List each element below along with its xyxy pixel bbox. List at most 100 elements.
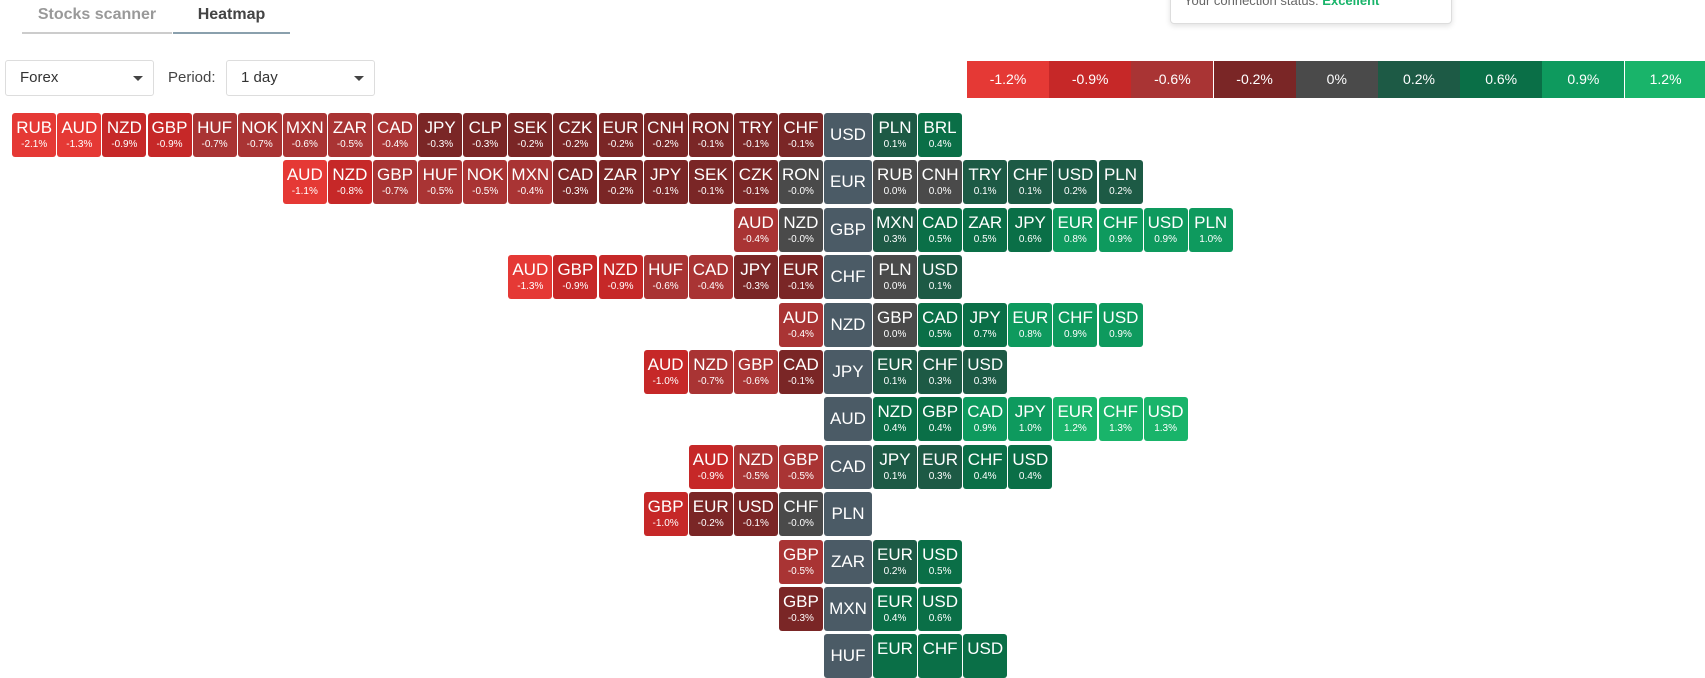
currency-cell[interactable]: CAD 0.5% [918,302,963,347]
base-currency[interactable]: ZAR [824,539,872,584]
currency-cell[interactable]: GBP 0.4% [918,397,963,442]
currency-cell[interactable]: NOK -0.7% [237,113,282,157]
currency-cell[interactable]: RON -0.1% [688,113,733,157]
currency-cell[interactable]: CHF 0.4% [963,444,1008,489]
base-currency[interactable]: USD [824,113,872,157]
currency-cell[interactable]: USD 1.3% [1143,397,1188,442]
base-currency[interactable]: CAD [824,444,872,489]
currency-cell[interactable]: CAD -0.3% [553,160,598,205]
currency-cell[interactable]: GBP -1.0% [643,492,688,537]
currency-cell[interactable]: CHF 0.9% [1053,302,1098,347]
currency-cell[interactable]: GBP -0.6% [733,350,778,394]
currency-cell[interactable]: CHF 1.3% [1098,397,1143,442]
currency-cell[interactable]: AUD -0.4% [733,207,778,252]
tab[interactable]: Heatmap [173,6,290,34]
currency-cell[interactable]: JPY -0.3% [733,255,778,300]
currency-cell[interactable]: NZD -0.5% [733,444,778,489]
currency-cell[interactable]: SEK -0.2% [508,113,553,157]
currency-cell[interactable]: EUR 0.8% [1053,207,1098,252]
currency-cell[interactable]: SEK -0.1% [688,160,733,205]
currency-cell[interactable]: NZD -0.7% [688,350,733,394]
currency-cell[interactable]: RUB -2.1% [12,113,57,157]
currency-cell[interactable]: NZD -0.8% [327,160,372,205]
currency-cell[interactable]: CHF 0.9% [1098,207,1143,252]
currency-cell[interactable]: AUD -1.0% [643,350,688,394]
currency-cell[interactable]: USD [963,634,1008,678]
currency-cell[interactable]: PLN 0.2% [1098,160,1143,205]
currency-cell[interactable]: USD 0.6% [918,587,963,631]
currency-cell[interactable]: HUF -0.5% [418,160,463,205]
currency-cell[interactable]: GBP 0.0% [873,302,917,347]
period-select[interactable]: 1 day [226,60,375,96]
currency-cell[interactable]: RUB 0.0% [873,160,917,205]
base-currency[interactable]: AUD [824,397,872,442]
currency-cell[interactable]: NOK -0.5% [463,160,508,205]
base-currency[interactable]: HUF [824,634,872,678]
currency-cell[interactable]: AUD -1.3% [508,255,553,300]
currency-cell[interactable]: USD 0.2% [1053,160,1098,205]
currency-cell[interactable]: EUR 0.2% [873,539,917,584]
currency-cell[interactable]: NZD -0.0% [778,207,823,252]
currency-cell[interactable]: EUR -0.2% [598,113,643,157]
currency-cell[interactable]: GBP -0.5% [778,539,823,584]
currency-cell[interactable]: CAD 0.9% [963,397,1008,442]
currency-cell[interactable]: BRL 0.4% [918,113,963,157]
currency-cell[interactable]: CAD -0.1% [778,350,823,394]
currency-cell[interactable]: ZAR -0.2% [598,160,643,205]
currency-cell[interactable]: USD 0.4% [1008,444,1053,489]
base-currency[interactable]: CHF [824,255,872,300]
currency-cell[interactable]: CAD -0.4% [373,113,417,157]
currency-cell[interactable]: HUF -0.7% [192,113,237,157]
currency-cell[interactable]: CHF -0.0% [778,492,823,537]
currency-cell[interactable]: PLN 0.1% [873,113,917,157]
base-currency[interactable]: MXN [824,587,872,631]
currency-cell[interactable]: HUF -0.6% [643,255,688,300]
currency-cell[interactable]: PLN 1.0% [1188,207,1233,252]
currency-cell[interactable]: USD -0.1% [733,492,778,537]
currency-cell[interactable]: TRY -0.1% [733,113,778,157]
base-currency[interactable]: PLN [824,492,872,537]
currency-cell[interactable]: CHF -0.1% [778,113,823,157]
currency-cell[interactable]: TRY 0.1% [963,160,1008,205]
currency-cell[interactable]: MXN 0.3% [873,207,917,252]
currency-cell[interactable]: CHF [918,634,963,678]
currency-cell[interactable]: JPY 0.7% [963,302,1008,347]
currency-cell[interactable]: USD 0.5% [918,539,963,584]
base-currency[interactable]: JPY [824,350,872,394]
currency-cell[interactable]: NZD -0.9% [102,113,147,157]
currency-cell[interactable]: CZK -0.1% [733,160,778,205]
currency-cell[interactable]: ZAR -0.5% [327,113,372,157]
currency-cell[interactable]: EUR -0.2% [688,492,733,537]
currency-cell[interactable]: EUR 0.4% [873,587,917,631]
currency-cell[interactable]: GBP -0.3% [778,587,823,631]
currency-cell[interactable]: AUD -1.3% [57,113,102,157]
currency-cell[interactable]: USD 0.9% [1098,302,1143,347]
currency-cell[interactable]: EUR [873,634,917,678]
currency-cell[interactable]: CHF 0.1% [1008,160,1053,205]
currency-cell[interactable]: MXN -0.4% [508,160,553,205]
currency-cell[interactable]: JPY 0.1% [873,444,917,489]
currency-cell[interactable]: AUD -0.4% [778,302,823,347]
currency-cell[interactable]: JPY 1.0% [1008,397,1053,442]
currency-cell[interactable]: GBP -0.9% [147,113,192,157]
market-select[interactable]: Forex [5,60,154,96]
currency-cell[interactable]: EUR 1.2% [1053,397,1098,442]
currency-cell[interactable]: USD 0.9% [1143,207,1188,252]
currency-cell[interactable]: CNH -0.2% [643,113,688,157]
currency-cell[interactable]: NZD 0.4% [873,397,917,442]
currency-cell[interactable]: GBP -0.9% [553,255,598,300]
currency-cell[interactable]: JPY -0.3% [418,113,463,157]
currency-cell[interactable]: EUR -0.1% [778,255,823,300]
currency-cell[interactable]: GBP -0.7% [373,160,417,205]
currency-cell[interactable]: RON -0.0% [778,160,823,205]
currency-cell[interactable]: CAD -0.4% [688,255,733,300]
currency-cell[interactable]: CHF 0.3% [918,350,963,394]
currency-cell[interactable]: CZK -0.2% [553,113,598,157]
currency-cell[interactable]: USD 0.1% [918,255,963,300]
tab[interactable]: Stocks scanner [22,6,172,34]
base-currency[interactable]: EUR [824,160,872,205]
currency-cell[interactable]: USD 0.3% [963,350,1008,394]
base-currency[interactable]: NZD [824,302,872,347]
currency-cell[interactable]: CLP -0.3% [463,113,508,157]
currency-cell[interactable]: EUR 0.8% [1008,302,1053,347]
